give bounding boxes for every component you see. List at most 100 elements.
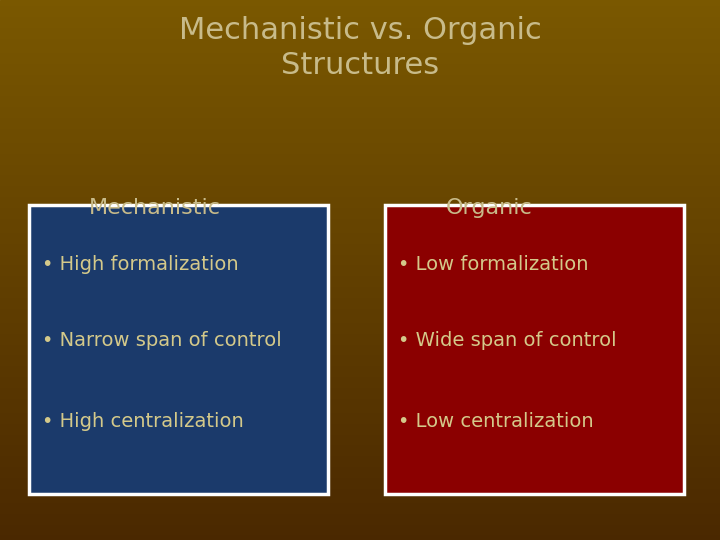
Bar: [0, 479, 720, 482]
Text: Organic: Organic: [446, 198, 533, 218]
Bar: [0, 201, 720, 205]
Bar: [0, 255, 720, 259]
Bar: [0, 432, 720, 436]
Bar: [0, 43, 720, 47]
Bar: [0, 191, 720, 194]
Bar: [0, 259, 720, 263]
Bar: [0, 335, 720, 339]
Bar: [0, 147, 720, 151]
Bar: [0, 11, 720, 15]
Bar: [0, 65, 720, 69]
Bar: [0, 436, 720, 439]
Bar: [0, 252, 720, 255]
Bar: [0, 194, 720, 198]
Bar: [0, 367, 720, 371]
Bar: [0, 184, 720, 187]
Bar: [0, 417, 720, 421]
Bar: [0, 529, 720, 533]
Bar: [0, 306, 720, 309]
Bar: [0, 407, 720, 410]
Bar: [0, 212, 720, 216]
Bar: [0, 490, 720, 493]
Bar: [0, 266, 720, 270]
Bar: [0, 76, 720, 79]
Bar: [0, 130, 720, 133]
FancyBboxPatch shape: [29, 205, 328, 494]
Bar: [0, 18, 720, 22]
Bar: [0, 83, 720, 86]
Bar: [0, 0, 720, 4]
Bar: [0, 511, 720, 515]
Bar: [0, 126, 720, 130]
Bar: [0, 263, 720, 266]
Bar: [0, 270, 720, 274]
Bar: [0, 187, 720, 191]
Bar: [0, 238, 720, 241]
Bar: [0, 140, 720, 144]
Bar: [0, 119, 720, 123]
Bar: [0, 104, 720, 108]
Bar: [0, 454, 720, 457]
Bar: [0, 7, 720, 11]
Bar: [0, 277, 720, 281]
Bar: [0, 493, 720, 497]
Bar: [0, 342, 720, 346]
Bar: [0, 447, 720, 450]
Bar: [0, 292, 720, 295]
Bar: [0, 508, 720, 511]
Bar: [0, 396, 720, 400]
Bar: [0, 162, 720, 166]
Bar: [0, 97, 720, 101]
Bar: [0, 123, 720, 126]
Bar: [0, 522, 720, 525]
Bar: [0, 115, 720, 119]
Bar: [0, 421, 720, 425]
Bar: [0, 400, 720, 403]
Bar: [0, 378, 720, 382]
Bar: [0, 482, 720, 486]
Bar: [0, 169, 720, 173]
Bar: [0, 450, 720, 454]
Bar: [0, 274, 720, 277]
Text: • High formalization: • High formalization: [42, 255, 238, 274]
Bar: [0, 363, 720, 367]
Bar: [0, 295, 720, 299]
Bar: [0, 464, 720, 468]
Bar: [0, 349, 720, 353]
Bar: [0, 501, 720, 504]
Bar: [0, 29, 720, 32]
Bar: [0, 58, 720, 61]
Bar: [0, 288, 720, 292]
Bar: [0, 299, 720, 302]
Bar: [0, 285, 720, 288]
Bar: [0, 101, 720, 104]
Bar: [0, 209, 720, 212]
Bar: [0, 158, 720, 162]
Text: • High centralization: • High centralization: [42, 411, 243, 431]
Bar: [0, 461, 720, 464]
Bar: [0, 414, 720, 417]
Bar: [0, 231, 720, 234]
Bar: [0, 39, 720, 43]
Bar: [0, 216, 720, 220]
Bar: [0, 205, 720, 209]
Bar: [0, 281, 720, 285]
Text: • Wide span of control: • Wide span of control: [398, 330, 617, 350]
Bar: [0, 69, 720, 72]
Bar: [0, 385, 720, 389]
Bar: [0, 241, 720, 245]
Bar: [0, 137, 720, 140]
Bar: [0, 133, 720, 137]
Text: • Narrow span of control: • Narrow span of control: [42, 330, 282, 350]
Bar: [0, 518, 720, 522]
Bar: [0, 173, 720, 177]
Bar: [0, 79, 720, 83]
Text: Mechanistic vs. Organic
Structures: Mechanistic vs. Organic Structures: [179, 16, 541, 80]
Bar: [0, 486, 720, 490]
Bar: [0, 234, 720, 238]
Bar: [0, 536, 720, 540]
Text: • Low centralization: • Low centralization: [398, 411, 594, 431]
Bar: [0, 61, 720, 65]
Bar: [0, 425, 720, 428]
Bar: [0, 403, 720, 407]
